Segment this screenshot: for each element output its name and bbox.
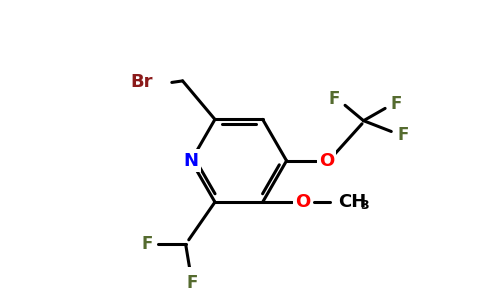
Text: F: F bbox=[398, 126, 409, 144]
Text: F: F bbox=[390, 95, 402, 113]
Text: O: O bbox=[295, 193, 310, 211]
Text: Br: Br bbox=[131, 74, 153, 92]
Text: F: F bbox=[329, 90, 340, 108]
Text: CH: CH bbox=[338, 193, 366, 211]
Text: O: O bbox=[319, 152, 334, 170]
Text: F: F bbox=[141, 236, 153, 253]
Text: 3: 3 bbox=[360, 200, 368, 212]
Text: N: N bbox=[183, 152, 198, 170]
Text: F: F bbox=[186, 274, 197, 292]
